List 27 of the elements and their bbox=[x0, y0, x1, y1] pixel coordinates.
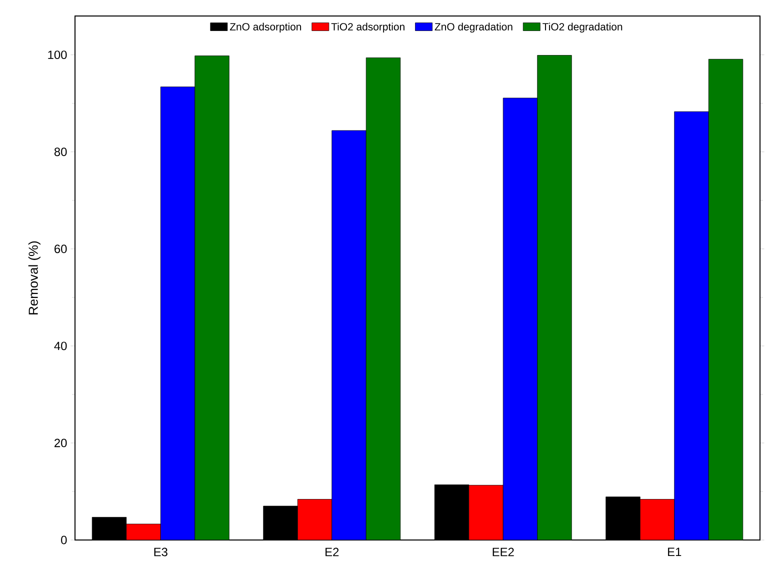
y-tick-label: 80 bbox=[54, 148, 67, 156]
bar bbox=[502, 98, 538, 540]
bar bbox=[468, 484, 504, 540]
legend-label: TiO2 degradation bbox=[542, 22, 622, 33]
legend-label: TiO2 adsorption bbox=[331, 22, 404, 33]
y-tick-label: 60 bbox=[54, 244, 67, 254]
legend-label: ZnO degradation bbox=[434, 22, 512, 33]
bar bbox=[332, 130, 366, 540]
y-tick-label: 0 bbox=[61, 536, 67, 544]
bar bbox=[537, 55, 572, 540]
y-tick-label: 40 bbox=[54, 342, 67, 350]
y-tick-label: 100 bbox=[48, 50, 67, 60]
bar bbox=[674, 111, 709, 540]
bar bbox=[126, 524, 161, 540]
bar bbox=[708, 58, 744, 540]
bar bbox=[194, 56, 230, 540]
y-axis-title: Removal (%) bbox=[28, 241, 40, 314]
x-tick-label: E2 bbox=[326, 548, 339, 556]
bar bbox=[297, 499, 332, 540]
bar bbox=[366, 58, 401, 540]
x-tick-label: E1 bbox=[668, 548, 682, 556]
bar bbox=[160, 86, 195, 540]
bar bbox=[640, 499, 675, 540]
y-tick-label: 20 bbox=[54, 438, 67, 448]
legend-label: ZnO adsorption bbox=[230, 22, 302, 33]
x-tick-label: E3 bbox=[154, 548, 168, 556]
x-tick-label: EE2 bbox=[492, 548, 514, 556]
